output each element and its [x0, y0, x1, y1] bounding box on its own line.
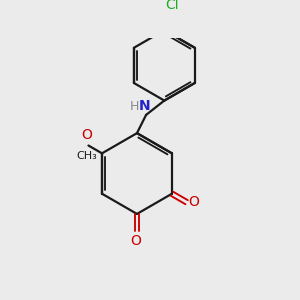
Text: O: O — [81, 128, 92, 142]
Text: Cl: Cl — [166, 0, 179, 13]
Text: O: O — [189, 195, 200, 209]
Text: O: O — [130, 234, 141, 248]
Text: H: H — [130, 100, 139, 113]
Text: N: N — [139, 99, 151, 113]
Text: CH₃: CH₃ — [76, 151, 97, 161]
